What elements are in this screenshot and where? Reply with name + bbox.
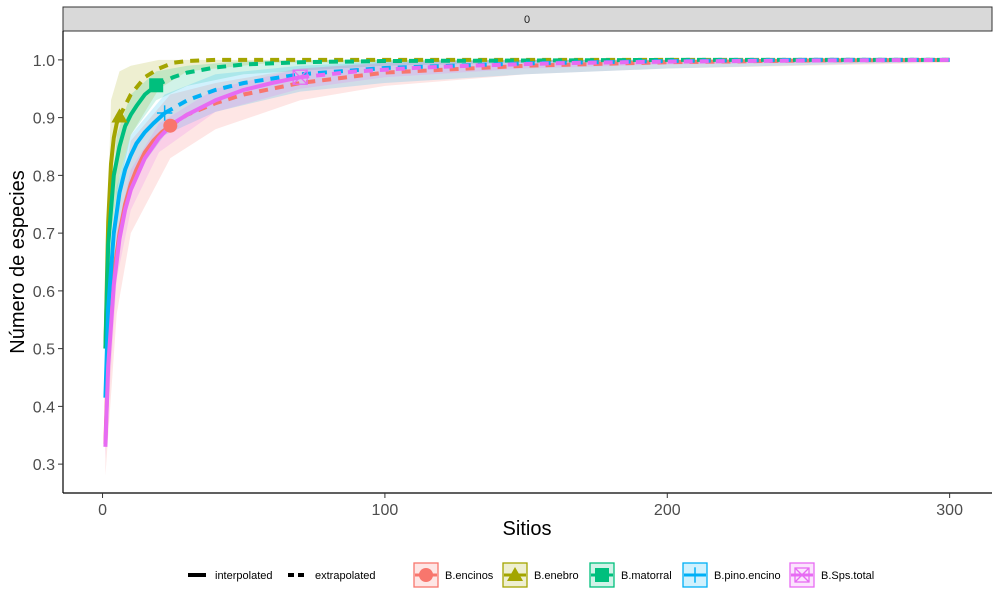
legend-item-b-sps-total: B.Sps.total bbox=[789, 562, 874, 588]
x-tick-label: 200 bbox=[654, 502, 681, 519]
legend-label: B.matorral bbox=[621, 570, 672, 582]
y-tick-label: 1.0 bbox=[33, 53, 55, 70]
legend-key-shape bbox=[419, 568, 433, 582]
legend-key-shape bbox=[687, 567, 703, 583]
legend-item-b-enebro: B.enebro bbox=[502, 562, 579, 588]
x-tick-label: 0 bbox=[98, 502, 107, 519]
legend-label: B.encinos bbox=[445, 570, 494, 582]
facet-strip-label: 0 bbox=[524, 14, 530, 26]
observed-point-b-matorral bbox=[149, 78, 164, 93]
observed-points bbox=[111, 69, 308, 133]
x-tick-label: 300 bbox=[936, 502, 963, 519]
observed-point-b-pino-encino bbox=[156, 105, 173, 121]
y-axis-title: Número de especies bbox=[7, 170, 29, 353]
y-tick-label: 0.3 bbox=[33, 457, 55, 474]
legend-label: B.Sps.total bbox=[821, 570, 874, 582]
band-b-pino-encino bbox=[105, 59, 950, 413]
observed-point-b-encinos bbox=[163, 118, 178, 133]
y-tick-label: 0.4 bbox=[33, 399, 55, 416]
legend-item-b-pino-encino: B.pino.encino bbox=[682, 562, 781, 588]
legend: interpolated extrapolated B.encinos B.enebr… bbox=[188, 562, 874, 588]
legend-label: B.enebro bbox=[534, 570, 579, 582]
y-tick-label: 0.6 bbox=[33, 284, 55, 301]
facet-strip: 0 bbox=[62, 6, 993, 32]
facet-strip-background bbox=[62, 6, 993, 32]
y-tick-label: 0.7 bbox=[33, 226, 55, 243]
axes bbox=[62, 31, 992, 494]
extrapolated-line-b-matorral bbox=[155, 57, 950, 88]
interpolated-line-b-matorral bbox=[103, 83, 158, 349]
observed-point-b-enebro bbox=[111, 108, 128, 123]
band-b-encinos bbox=[105, 59, 950, 476]
x-axis-title: Sitios bbox=[503, 518, 552, 540]
legend-label-extrapolated: extrapolated bbox=[315, 570, 376, 582]
legend-label-interpolated: interpolated bbox=[215, 570, 273, 582]
legend-label: B.pino.encino bbox=[714, 570, 781, 582]
tick-marks: 0 100 200 300 0.3 0.4 0.5 0.6 0.7 0.8 0.9 1.0 bbox=[33, 53, 963, 519]
interpolated-line-b-sps-total bbox=[103, 75, 301, 447]
y-tick-label: 0.9 bbox=[33, 111, 55, 128]
confidence-bands bbox=[105, 59, 950, 476]
legend-key-shape bbox=[506, 566, 524, 582]
y-tick-label: 0.8 bbox=[33, 168, 55, 185]
legend-key-shape bbox=[794, 567, 810, 583]
y-tick-label: 0.5 bbox=[33, 342, 55, 359]
x-tick-label: 100 bbox=[372, 502, 399, 519]
legend-key-shape bbox=[595, 568, 609, 582]
observed-point-b-sps-total bbox=[292, 69, 308, 85]
interpolated-line-b-pino-encino bbox=[103, 111, 167, 398]
legend-item-b-encinos: B.encinos bbox=[413, 562, 494, 588]
extrapolated-line-b-sps-total bbox=[299, 57, 950, 80]
legend-item-b-matorral: B.matorral bbox=[589, 562, 672, 588]
